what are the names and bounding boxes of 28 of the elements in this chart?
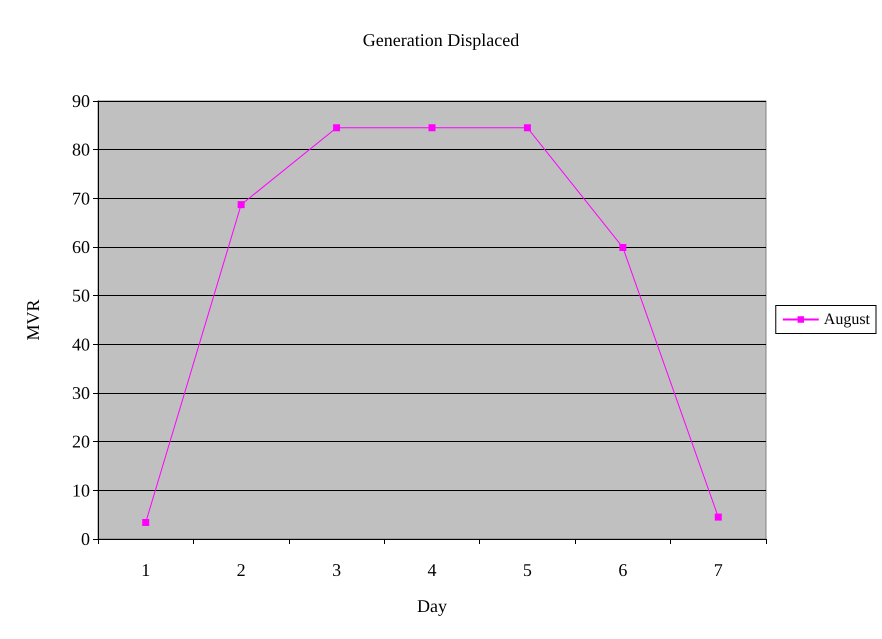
x-tick-label: 2 <box>236 560 246 580</box>
y-tick-label: 40 <box>72 334 90 354</box>
x-tick-label: 3 <box>332 560 342 580</box>
y-tick-label: 60 <box>72 237 90 257</box>
y-tick-label: 10 <box>72 480 90 500</box>
point <box>428 124 436 132</box>
y-tick-label: 20 <box>72 432 90 452</box>
point <box>524 124 531 132</box>
y-tick-label: 90 <box>72 91 90 111</box>
x-axis-title: Day <box>417 596 447 616</box>
point <box>238 201 245 208</box>
x-tick-label: 5 <box>522 560 532 580</box>
y-tick-label: 70 <box>72 188 90 208</box>
chart-title: Generation Displaced <box>362 30 520 50</box>
point <box>619 244 626 251</box>
y-tick-label: 80 <box>72 140 90 160</box>
point <box>142 518 150 526</box>
y-tick-label: 50 <box>72 286 90 306</box>
y-tick-label: 0 <box>81 529 90 549</box>
x-tick-label: 7 <box>714 560 723 580</box>
x-tick-label: 6 <box>618 560 628 580</box>
y-axis-title: MVR <box>23 299 43 341</box>
point <box>714 514 722 521</box>
x-tick-label: 1 <box>141 560 150 580</box>
legend-label: August <box>824 311 871 328</box>
point <box>333 124 340 132</box>
x-tick-label: 4 <box>428 560 436 580</box>
y-tick-label: 30 <box>72 383 90 403</box>
